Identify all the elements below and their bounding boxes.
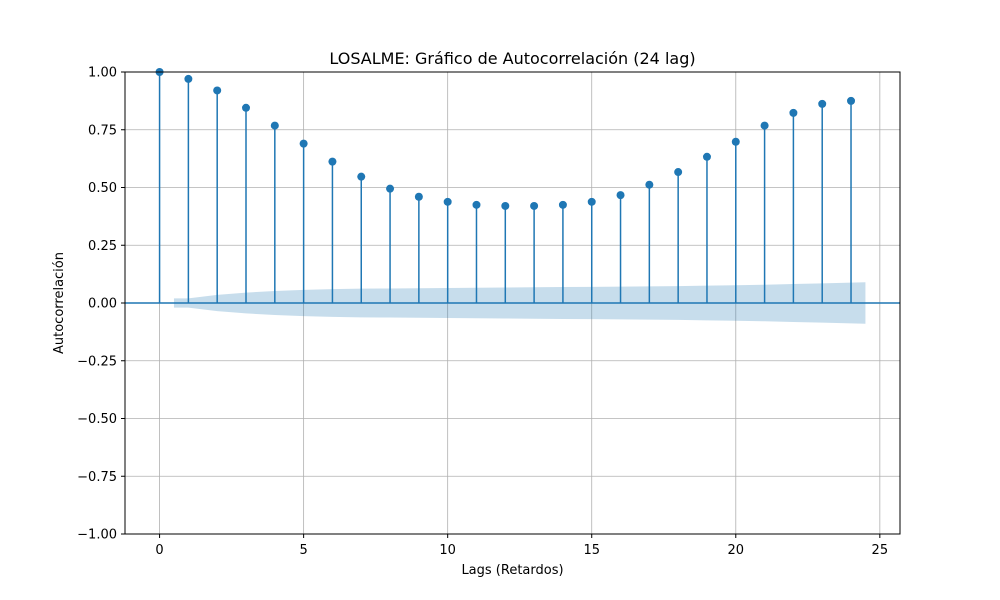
acf-point [414, 192, 423, 201]
acf-point [847, 96, 856, 105]
y-tick-label: 0.25 [88, 239, 117, 254]
acf-point [501, 201, 510, 210]
y-tick-label: −0.75 [77, 470, 117, 485]
acf-point [213, 86, 222, 95]
y-tick-label: 1.00 [88, 66, 117, 81]
acf-point [818, 99, 827, 108]
x-tick-label: 0 [155, 543, 163, 558]
x-axis-ticks: 0 5 10 15 20 25 [155, 534, 888, 558]
x-tick-label: 10 [439, 543, 456, 558]
y-axis-ticks: −1.00 −0.75 −0.50 −0.25 0.00 0.25 0.50 0.75 1.00 [77, 66, 125, 543]
x-axis-label: Lags (Retardos) [461, 563, 563, 578]
y-tick-label: 0.50 [88, 181, 117, 196]
acf-point [357, 172, 366, 181]
acf-point [443, 197, 452, 206]
acf-point [674, 168, 683, 177]
acf-point [328, 157, 337, 166]
chart-title: LOSALME: Gráfico de Autocorrelación (24 … [329, 49, 695, 68]
x-tick-label: 25 [872, 543, 889, 558]
acf-point [270, 121, 279, 130]
acf-point [558, 200, 567, 209]
acf-point [731, 137, 740, 146]
y-axis-label: Autocorrelación [52, 252, 67, 354]
y-tick-label: 0.75 [88, 123, 117, 138]
acf-point [587, 197, 596, 206]
acf-point [645, 180, 654, 189]
stems [158, 72, 852, 303]
x-tick-label: 5 [299, 543, 307, 558]
y-tick-label: −0.25 [77, 354, 117, 369]
y-tick-label: −0.50 [77, 412, 117, 427]
markers [155, 68, 856, 210]
y-tick-label: −1.00 [77, 528, 117, 543]
acf-point [242, 103, 251, 112]
acf-point [702, 152, 711, 161]
x-tick-label: 20 [728, 543, 745, 558]
y-tick-label: 0.00 [88, 297, 117, 312]
x-tick-label: 15 [583, 543, 600, 558]
acf-point [616, 191, 625, 200]
acf-point [472, 200, 481, 209]
acf-point [184, 74, 193, 83]
acf-point [760, 121, 769, 130]
acf-point [530, 201, 539, 210]
acf-point [386, 184, 395, 193]
acf-point [299, 139, 308, 148]
acf-point [789, 108, 798, 117]
